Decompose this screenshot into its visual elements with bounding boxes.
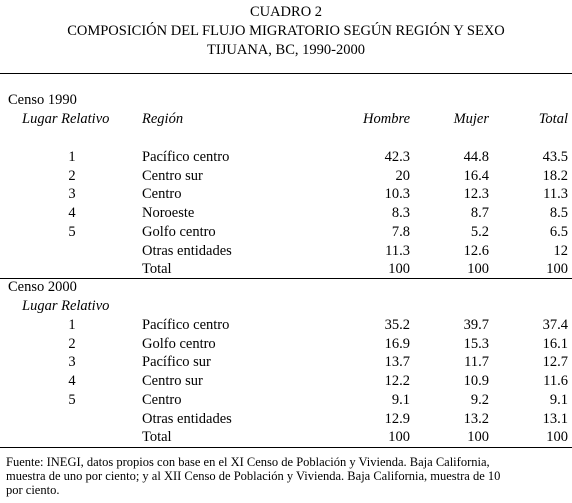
region: Total	[142, 429, 172, 446]
value-total: 6.5	[549, 223, 568, 240]
value-total: 12	[553, 242, 569, 259]
value-hombre: 10.3	[384, 186, 410, 203]
column-header: Hombre	[363, 111, 410, 127]
region: Otras entidades	[142, 410, 232, 427]
rank: 3	[68, 186, 76, 203]
value-mujer: 12.3	[463, 186, 489, 203]
value-total: 16.1	[542, 335, 568, 352]
region: Centro	[142, 391, 182, 408]
value-total: 8.5	[549, 205, 568, 222]
value-mujer: 5.2	[470, 223, 489, 240]
title-line: CUADRO 2	[249, 4, 323, 20]
rank: 3	[68, 354, 76, 371]
value-hombre: 20	[395, 167, 411, 184]
value-total: 100	[546, 261, 568, 278]
rank: 5	[68, 391, 76, 408]
section-label: Censo 1990	[8, 92, 77, 108]
value-mujer: 16.4	[463, 167, 489, 184]
value-hombre: 100	[388, 261, 410, 278]
footnote-line: por ciento.	[6, 483, 60, 497]
value-hombre: 42.3	[384, 149, 410, 165]
value-total: 9.1	[549, 391, 568, 408]
value-hombre: 7.8	[391, 223, 410, 240]
region: Noroeste	[142, 205, 195, 222]
value-hombre: 100	[388, 429, 410, 446]
value-total: 37.4	[542, 317, 568, 333]
value-total: 12.7	[542, 354, 568, 371]
region: Total	[142, 261, 172, 278]
region: Golfo centro	[142, 223, 216, 240]
rank: 2	[68, 167, 76, 184]
rank: 4	[68, 205, 76, 222]
value-mujer: 39.7	[463, 317, 489, 333]
value-mujer: 13.2	[463, 410, 489, 427]
rank: 5	[68, 223, 76, 240]
column-header: Región	[142, 111, 184, 127]
value-mujer: 100	[467, 261, 489, 278]
value-mujer: 10.9	[463, 373, 489, 390]
region: Golfo centro	[142, 335, 216, 352]
title-line: COMPOSICIÓN DEL FLUJO MIGRATORIO SEGÚN R…	[67, 23, 505, 39]
title-line: TIJUANA, BC, 1990-2000	[207, 42, 365, 58]
value-hombre: 13.7	[384, 354, 410, 371]
region: Pacífico centro	[142, 317, 230, 333]
region: Centro	[142, 186, 182, 203]
value-mujer: 11.7	[464, 354, 489, 371]
footnote-line: muestra de uno por ciento; y al XII Cens…	[6, 469, 501, 483]
region: Centro sur	[142, 167, 203, 184]
value-total: 18.2	[542, 167, 568, 184]
section-rule	[0, 278, 572, 279]
value-hombre: 12.2	[384, 373, 410, 390]
value-hombre: 16.9	[384, 335, 410, 352]
column-header: Lugar Relativo	[22, 111, 110, 127]
rank: 4	[68, 373, 76, 390]
region: Pacífico sur	[142, 354, 211, 371]
value-hombre: 12.9	[384, 410, 410, 427]
value-total: 11.3	[543, 186, 568, 203]
rank: 1	[68, 317, 76, 333]
value-mujer: 8.7	[470, 205, 489, 222]
value-total: 13.1	[542, 410, 568, 427]
value-mujer: 15.3	[463, 335, 489, 352]
region: Pacífico centro	[142, 149, 230, 165]
value-mujer: 9.2	[470, 391, 489, 408]
footnote-line: Fuente: INEGI, datos propios con base en…	[6, 455, 490, 469]
value-mujer: 44.8	[463, 149, 489, 165]
value-hombre: 35.2	[384, 317, 410, 333]
rank: 1	[68, 149, 76, 165]
value-hombre: 9.1	[391, 391, 410, 408]
column-header: Mujer	[453, 111, 489, 127]
value-mujer: 100	[467, 429, 489, 446]
region: Otras entidades	[142, 242, 232, 259]
value-hombre: 11.3	[385, 242, 410, 259]
region: Centro sur	[142, 373, 203, 390]
top-rule	[0, 73, 572, 74]
rank: 2	[68, 335, 76, 352]
value-total: 43.5	[542, 149, 568, 165]
column-header: Lugar Relativo	[22, 298, 110, 314]
value-hombre: 8.3	[391, 205, 410, 222]
bottom-rule	[0, 447, 572, 448]
section-label: Censo 2000	[8, 279, 77, 295]
value-mujer: 12.6	[463, 242, 489, 259]
value-total: 11.6	[543, 373, 568, 390]
column-header: Total	[538, 111, 568, 127]
value-total: 100	[546, 429, 568, 446]
